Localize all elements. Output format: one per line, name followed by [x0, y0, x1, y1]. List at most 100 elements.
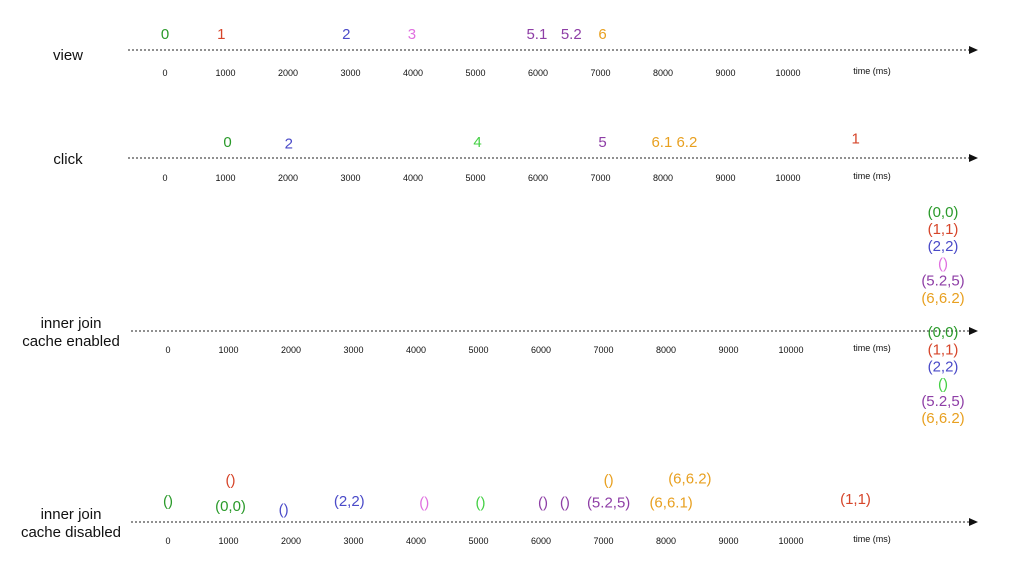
timeline-view: view 0 1000 2000 3000 4000 5000 6000 7000 8000 900…: [53, 26, 978, 78]
event-label: 5.2: [561, 26, 582, 43]
event-label: (2,2): [334, 493, 365, 510]
tick-label: 10000: [775, 173, 800, 183]
event-label: (): [938, 376, 948, 393]
tick-label: 8000: [653, 68, 673, 78]
tick-label: 9000: [715, 173, 735, 183]
tick-label: 6000: [528, 173, 548, 183]
tick-label: 4000: [406, 345, 426, 355]
tick-label: 1000: [215, 68, 235, 78]
tick-label: 0: [162, 173, 167, 183]
tick-label: 8000: [653, 173, 673, 183]
tick-label: 1000: [218, 345, 238, 355]
tick-label: 3000: [343, 536, 363, 546]
timeline-label: click: [53, 151, 83, 168]
tick-label: 7000: [593, 345, 613, 355]
axis-arrowhead: [969, 46, 978, 54]
event-label: 6.2: [676, 134, 697, 151]
tick-label: 8000: [656, 536, 676, 546]
tick-label: 8000: [656, 345, 676, 355]
tick-label: 5000: [468, 345, 488, 355]
event-label: 2: [285, 136, 293, 153]
time-unit-label: time (ms): [853, 343, 891, 353]
tick-label: 2000: [278, 173, 298, 183]
event-label: (5.2,5): [587, 495, 630, 512]
event-label: (): [163, 493, 173, 510]
tick-label: 3000: [340, 68, 360, 78]
event-label: 1: [851, 131, 859, 148]
event-label: (5.2,5): [921, 273, 964, 290]
event-label: 2: [342, 26, 350, 43]
time-unit-label: time (ms): [853, 66, 891, 76]
event-label: (6,6.2): [921, 410, 964, 427]
event-label: (): [226, 472, 236, 489]
event-label: (6,6.1): [649, 495, 692, 512]
timeline-label-line: inner join: [41, 506, 102, 523]
event-label: (0,0): [928, 204, 959, 221]
event-label: (): [938, 255, 948, 272]
event-label: 0: [161, 26, 169, 43]
tick-label: 5000: [465, 68, 485, 78]
event-label: 0: [223, 134, 231, 151]
tick-label: 5000: [468, 536, 488, 546]
tick-label: 6000: [531, 536, 551, 546]
axis-arrowhead: [969, 518, 978, 526]
timeline-label-line: inner join: [41, 315, 102, 332]
tick-label: 6000: [531, 345, 551, 355]
tick-label: 7000: [590, 173, 610, 183]
tick-label: 4000: [403, 68, 423, 78]
event-label: 1: [217, 26, 225, 43]
tick-label: 0: [162, 68, 167, 78]
tick-label: 2000: [278, 68, 298, 78]
event-label: (2,2): [928, 359, 959, 376]
timeline-label-line: cache enabled: [22, 333, 120, 350]
tick-label: 1000: [215, 173, 235, 183]
event-label: 6: [598, 26, 606, 43]
event-label: (5.2,5): [921, 393, 964, 410]
tick-label: 4000: [403, 173, 423, 183]
tick-label: 1000: [218, 536, 238, 546]
event-label: (6,6.2): [668, 470, 711, 487]
tick-label: 9000: [718, 536, 738, 546]
tick-label: 3000: [343, 345, 363, 355]
event-label: (): [476, 495, 486, 512]
event-label: (0,0): [928, 324, 959, 341]
tick-label: 0: [165, 345, 170, 355]
event-label: 5: [598, 134, 606, 151]
event-label: (): [279, 501, 289, 518]
event-label: (2,2): [928, 238, 959, 255]
timeline-label-line: view: [53, 47, 83, 64]
tick-label: 10000: [775, 68, 800, 78]
axis-arrowhead: [969, 327, 978, 335]
event-label: (0,0): [215, 498, 246, 515]
timeline-label-line: cache disabled: [21, 524, 121, 541]
timeline-label: view: [53, 47, 83, 64]
event-label: 4: [473, 134, 481, 151]
tick-label: 7000: [590, 68, 610, 78]
event-label: (6,6.2): [921, 290, 964, 307]
event-label: (1,1): [840, 491, 871, 508]
tick-label: 9000: [715, 68, 735, 78]
event-label: (): [604, 472, 614, 489]
event-label: (): [538, 495, 548, 512]
tick-label: 3000: [340, 173, 360, 183]
tick-label: 2000: [281, 345, 301, 355]
tick-label: 10000: [778, 536, 803, 546]
event-label: 6.1: [651, 134, 672, 151]
tick-label: 4000: [406, 536, 426, 546]
timeline-label: inner join cache enabled: [22, 315, 120, 350]
timeline-label: inner join cache disabled: [21, 506, 121, 541]
timeline-label-line: click: [53, 151, 83, 168]
event-label: (): [419, 495, 429, 512]
tick-label: 10000: [778, 345, 803, 355]
tick-label: 6000: [528, 68, 548, 78]
event-label: 5.1: [526, 26, 547, 43]
time-unit-label: time (ms): [853, 171, 891, 181]
tick-label: 7000: [593, 536, 613, 546]
tick-label: 9000: [718, 345, 738, 355]
event-label: (1,1): [928, 341, 959, 358]
axis-arrowhead: [969, 154, 978, 162]
tick-label: 5000: [465, 173, 485, 183]
timeline-cache-disabled: inner join cache disabled 0 1000 2000 3000 400…: [21, 470, 978, 546]
event-label: (1,1): [928, 221, 959, 238]
